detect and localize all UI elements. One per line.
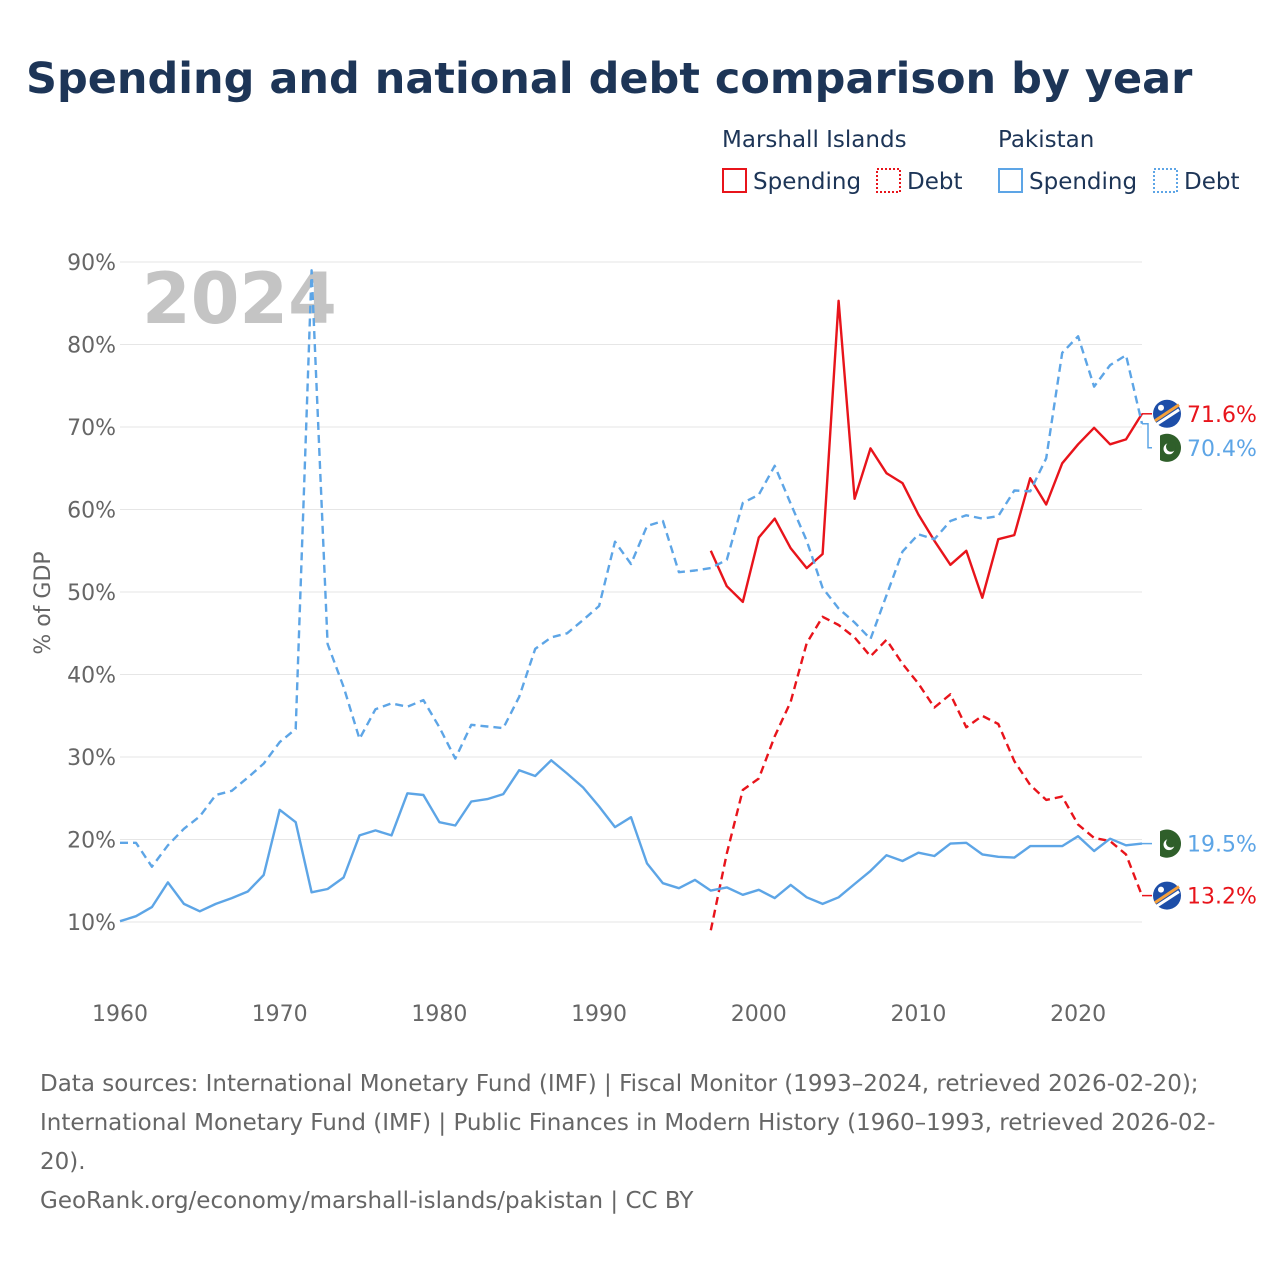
flag-star xyxy=(1158,404,1164,411)
y-tick-label: 10% xyxy=(67,911,116,936)
x-tick-label: 1960 xyxy=(92,1002,148,1027)
y-tick-label: 70% xyxy=(67,416,116,441)
end-label-pakistan-spending: 19.5% xyxy=(1187,833,1257,858)
flag-ray-white xyxy=(1155,890,1180,908)
series-line-pakistan-debt[interactable] xyxy=(120,269,1144,868)
y-tick-label: 80% xyxy=(67,334,116,359)
legend-label-marshall-debt[interactable]: Debt xyxy=(907,169,962,195)
x-tick-label: 2020 xyxy=(1050,1002,1106,1027)
end-labels: 71.6% 70.4% 19.5% 13.2% xyxy=(1142,399,1257,910)
flag-pakistan-icon xyxy=(1153,829,1182,858)
legend-group-marshall-islands: Marshall Islands xyxy=(722,127,907,153)
y-tick-label: 40% xyxy=(67,664,116,689)
chart: Spending and national debt comparison by… xyxy=(26,54,1257,1027)
flag-ray-white xyxy=(1155,408,1180,427)
series-line-pakistan-spending[interactable] xyxy=(119,759,1143,923)
year-watermark: 2024 xyxy=(142,258,337,340)
flag-crescent-cut xyxy=(1166,441,1176,452)
series-lines xyxy=(119,269,1144,931)
series-line-marshall-islands-debt[interactable] xyxy=(709,615,1144,931)
legend-swatch-marshall-spending[interactable] xyxy=(722,168,747,193)
flag-ray-orange xyxy=(1154,403,1180,423)
flag-star xyxy=(1158,886,1164,893)
legend-swatch-pakistan-debt[interactable] xyxy=(1153,168,1178,193)
y-axis-label: % of GDP xyxy=(31,551,56,654)
y-axis: 10% 20% 30% 40% 50% 60% 70% 80% 90% xyxy=(67,251,116,936)
legend: Marshall Islands Spending Debt Pakistan … xyxy=(722,127,1239,195)
legend-group-pakistan: Pakistan xyxy=(998,127,1094,153)
source-line-2: International Monetary Fund (IMF) | Publ… xyxy=(40,1110,1216,1136)
grid xyxy=(120,261,1142,923)
source-line-1: Data sources: International Monetary Fun… xyxy=(40,1071,1199,1097)
flag-ray-orange xyxy=(1154,885,1180,904)
y-tick-label: 20% xyxy=(67,829,116,854)
legend-swatch-pakistan-spending[interactable] xyxy=(998,168,1023,193)
legend-label-marshall-spending[interactable]: Spending xyxy=(753,169,861,195)
end-label-marshall-islands-debt: 13.2% xyxy=(1187,885,1257,910)
flag-marshall-islands-icon xyxy=(1153,399,1181,428)
source-line-3: 20). xyxy=(40,1149,86,1175)
flag-pakistan-icon xyxy=(1153,433,1182,462)
legend-label-pakistan-spending[interactable]: Spending xyxy=(1029,169,1137,195)
legend-label-pakistan-debt[interactable]: Debt xyxy=(1184,169,1239,195)
series-line-marshall-islands-spending[interactable] xyxy=(709,299,1144,604)
end-connector-pakistan-debt xyxy=(1142,422,1152,449)
x-axis: 1960 1970 1980 1990 2000 2010 2020 xyxy=(92,1002,1106,1027)
y-tick-label: 50% xyxy=(67,581,116,606)
y-tick-label: 60% xyxy=(67,499,116,524)
x-tick-label: 1990 xyxy=(571,1002,627,1027)
y-tick-label: 30% xyxy=(67,746,116,771)
chart-title: Spending and national debt comparison by… xyxy=(26,54,1193,104)
flag-marshall-islands-icon xyxy=(1153,881,1181,910)
legend-swatch-marshall-debt[interactable] xyxy=(876,168,901,193)
x-tick-label: 1970 xyxy=(252,1002,308,1027)
end-label-pakistan-debt: 70.4% xyxy=(1187,437,1257,462)
end-label-marshall-islands-spending: 71.6% xyxy=(1187,403,1257,428)
x-tick-label: 2000 xyxy=(731,1002,787,1027)
x-tick-label: 2010 xyxy=(890,1002,946,1027)
y-tick-label: 90% xyxy=(67,251,116,276)
flag-crescent-cut xyxy=(1166,837,1176,848)
attribution[interactable]: GeoRank.org/economy/marshall-islands/pak… xyxy=(40,1188,694,1214)
x-tick-label: 1980 xyxy=(411,1002,467,1027)
